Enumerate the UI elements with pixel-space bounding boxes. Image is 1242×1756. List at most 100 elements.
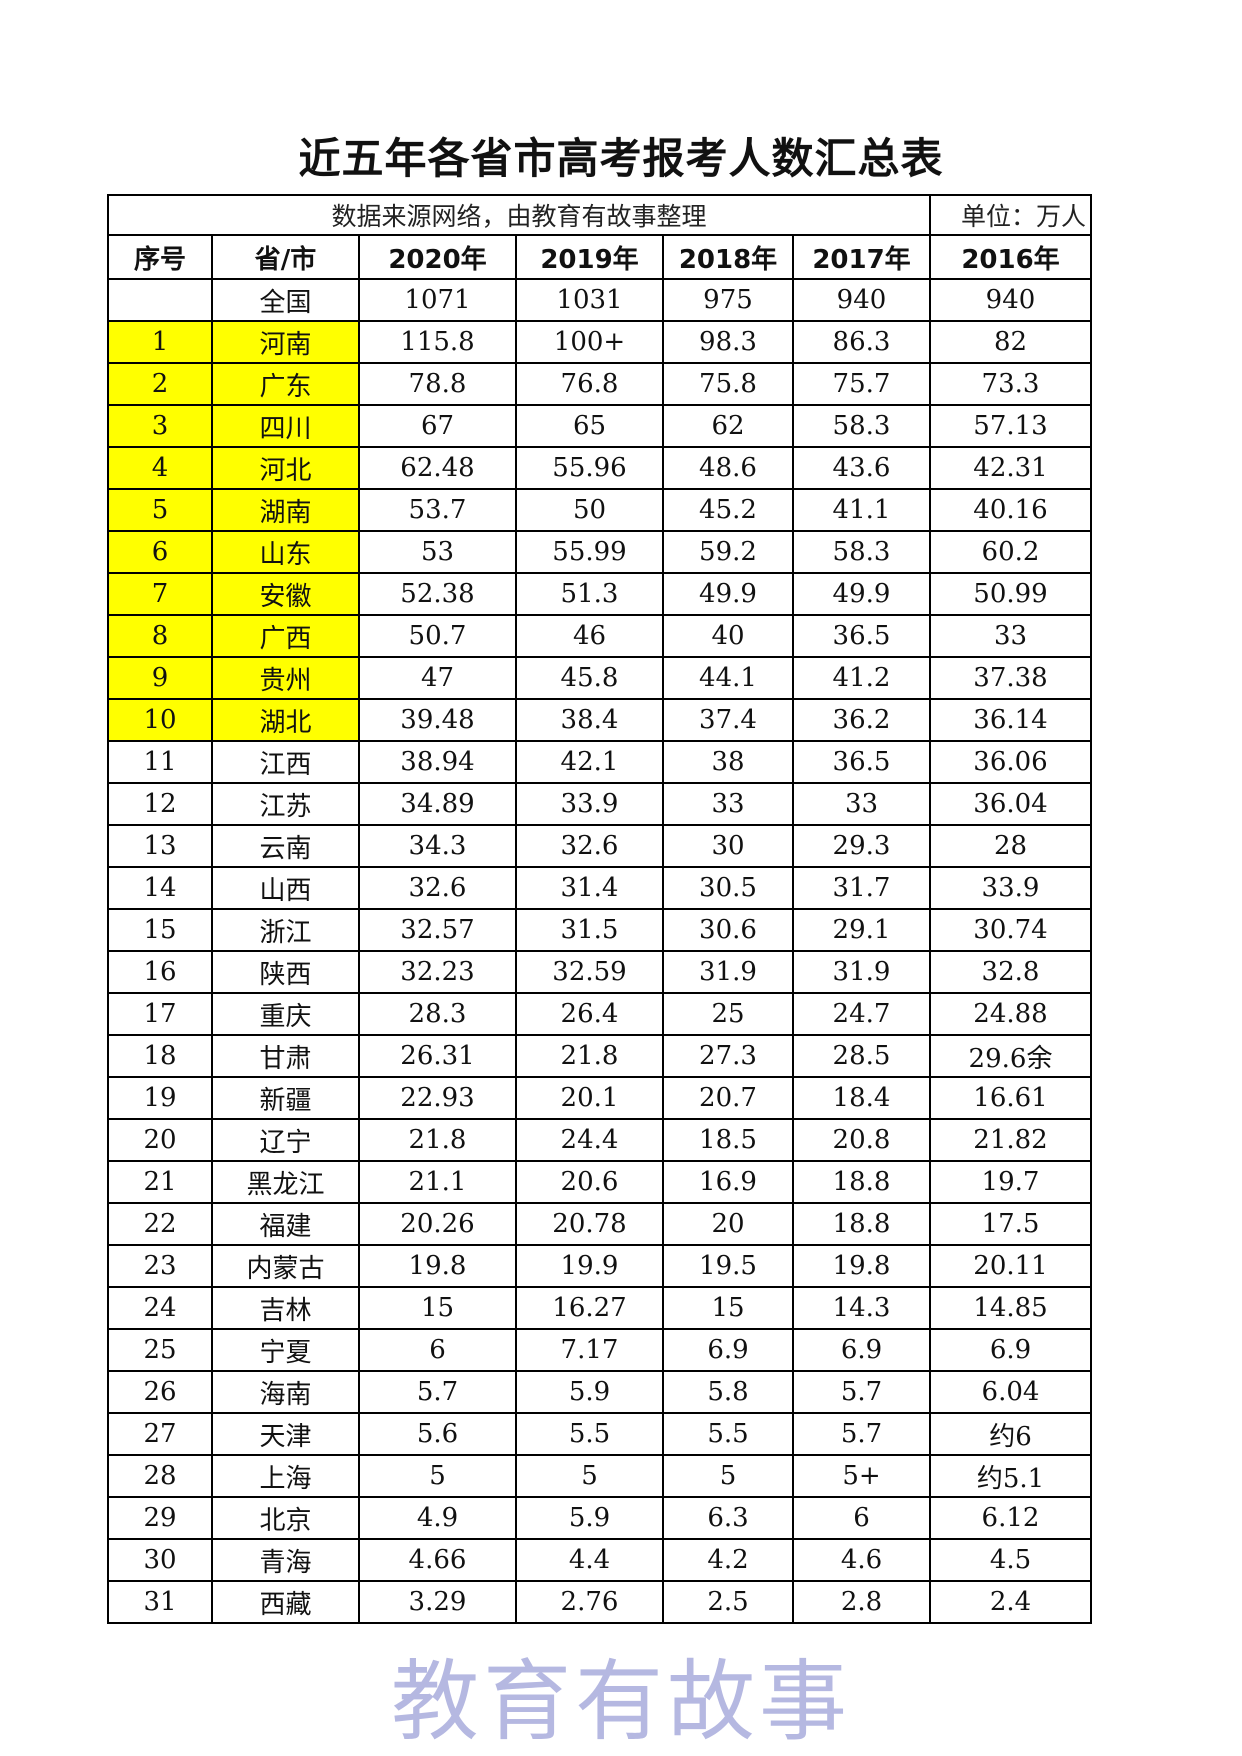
value-cell: 18.4 (792, 1076, 931, 1120)
row-number-cell: 8 (107, 614, 213, 658)
value-cell: 16.27 (515, 1286, 664, 1330)
value-cell: 7.17 (515, 1328, 664, 1372)
value-cell: 5 (662, 1454, 794, 1498)
value-cell: 36.5 (792, 740, 931, 784)
header-row: 序号 省/市 2020年 2019年 2018年 2017年 2016年 (107, 234, 1092, 280)
watermark: 教育有故事 (390, 1650, 851, 1753)
row-number-cell: 16 (107, 950, 213, 994)
value-cell: 5 (358, 1454, 517, 1498)
province-cell: 河北 (211, 446, 360, 490)
row-number-cell: 21 (107, 1160, 213, 1204)
value-cell: 4.4 (515, 1538, 664, 1582)
value-cell: 86.3 (792, 320, 931, 364)
value-cell: 36.2 (792, 698, 931, 742)
table-row: 8 广西 50.7 46 40 36.5 33 (107, 614, 1092, 658)
value-cell: 76.8 (515, 362, 664, 406)
row-number-cell: 13 (107, 824, 213, 868)
value-cell: 36.14 (929, 698, 1092, 742)
value-cell: 29.6余 (929, 1034, 1092, 1078)
province-cell: 湖南 (211, 488, 360, 532)
table-row: 11 江西 38.94 42.1 38 36.5 36.06 (107, 740, 1092, 784)
value-cell: 18.5 (662, 1118, 794, 1162)
value-cell: 30.5 (662, 866, 794, 910)
table-row: 1 河南 115.8 100+ 98.3 86.3 82 (107, 320, 1092, 364)
value-cell: 4.5 (929, 1538, 1092, 1582)
value-cell: 6 (358, 1328, 517, 1372)
province-cell: 北京 (211, 1496, 360, 1540)
value-cell: 6.12 (929, 1496, 1092, 1540)
value-cell: 47 (358, 656, 517, 700)
value-cell: 37.4 (662, 698, 794, 742)
value-cell: 19.8 (792, 1244, 931, 1288)
value-cell: 36.04 (929, 782, 1092, 826)
value-cell: 58.3 (792, 530, 931, 574)
value-cell: 16.61 (929, 1076, 1092, 1120)
value-cell: 20.1 (515, 1076, 664, 1120)
value-cell: 50 (515, 488, 664, 532)
value-cell: 21.8 (515, 1034, 664, 1078)
page-title: 近五年各省市高考报考人数汇总表 (298, 134, 944, 183)
value-cell: 19.5 (662, 1244, 794, 1288)
value-cell: 25 (662, 992, 794, 1036)
value-cell: 38.94 (358, 740, 517, 784)
value-cell: 20.8 (792, 1118, 931, 1162)
table-row: 31 西藏 3.29 2.76 2.5 2.8 2.4 (107, 1580, 1092, 1624)
row-number-cell: 25 (107, 1328, 213, 1372)
province-cell: 江苏 (211, 782, 360, 826)
value-cell: 32.6 (358, 866, 517, 910)
value-cell: 2.76 (515, 1580, 664, 1624)
province-cell: 重庆 (211, 992, 360, 1036)
table-row: 13 云南 34.3 32.6 30 29.3 28 (107, 824, 1092, 868)
value-cell: 5+ (792, 1454, 931, 1498)
value-cell: 36.06 (929, 740, 1092, 784)
value-cell: 31.9 (792, 950, 931, 994)
value-cell: 1071 (358, 278, 517, 322)
value-cell: 2.4 (929, 1580, 1092, 1624)
value-cell: 53 (358, 530, 517, 574)
value-cell: 28 (929, 824, 1092, 868)
table-row: 15 浙江 32.57 31.5 30.6 29.1 30.74 (107, 908, 1092, 952)
value-cell: 6.04 (929, 1370, 1092, 1414)
table-row: 19 新疆 22.93 20.1 20.7 18.4 16.61 (107, 1076, 1092, 1120)
row-number-cell: 18 (107, 1034, 213, 1078)
value-cell: 65 (515, 404, 664, 448)
value-cell: 62 (662, 404, 794, 448)
table-row: 21 黑龙江 21.1 20.6 16.9 18.8 19.7 (107, 1160, 1092, 1204)
value-cell: 5.7 (792, 1370, 931, 1414)
table-row: 2 广东 78.8 76.8 75.8 75.7 73.3 (107, 362, 1092, 406)
province-cell: 黑龙江 (211, 1160, 360, 1204)
value-cell: 53.7 (358, 488, 517, 532)
value-cell: 19.9 (515, 1244, 664, 1288)
table-row: 18 甘肃 26.31 21.8 27.3 28.5 29.6余 (107, 1034, 1092, 1078)
value-cell: 19.7 (929, 1160, 1092, 1204)
value-cell: 48.6 (662, 446, 794, 490)
value-cell: 32.59 (515, 950, 664, 994)
value-cell: 50.7 (358, 614, 517, 658)
value-cell: 15 (662, 1286, 794, 1330)
value-cell: 24.4 (515, 1118, 664, 1162)
value-cell: 15 (358, 1286, 517, 1330)
value-cell: 73.3 (929, 362, 1092, 406)
table-row: 5 湖南 53.7 50 45.2 41.1 40.16 (107, 488, 1092, 532)
value-cell: 30.6 (662, 908, 794, 952)
value-cell: 45.8 (515, 656, 664, 700)
value-cell: 26.31 (358, 1034, 517, 1078)
value-cell: 67 (358, 404, 517, 448)
table-row: 30 青海 4.66 4.4 4.2 4.6 4.5 (107, 1538, 1092, 1582)
value-cell: 78.8 (358, 362, 517, 406)
province-cell: 甘肃 (211, 1034, 360, 1078)
value-cell: 31.9 (662, 950, 794, 994)
value-cell: 33 (662, 782, 794, 826)
row-number-cell: 17 (107, 992, 213, 1036)
value-cell: 51.3 (515, 572, 664, 616)
province-cell: 山东 (211, 530, 360, 574)
value-cell: 39.48 (358, 698, 517, 742)
table-row: 24 吉林 15 16.27 15 14.3 14.85 (107, 1286, 1092, 1330)
value-cell: 27.3 (662, 1034, 794, 1078)
value-cell: 75.7 (792, 362, 931, 406)
source-note: 数据来源网络，由教育有故事整理 (107, 194, 931, 236)
value-cell: 21.8 (358, 1118, 517, 1162)
table-row: 10 湖北 39.48 38.4 37.4 36.2 36.14 (107, 698, 1092, 742)
value-cell: 20 (662, 1202, 794, 1246)
table-row: 14 山西 32.6 31.4 30.5 31.7 33.9 (107, 866, 1092, 910)
